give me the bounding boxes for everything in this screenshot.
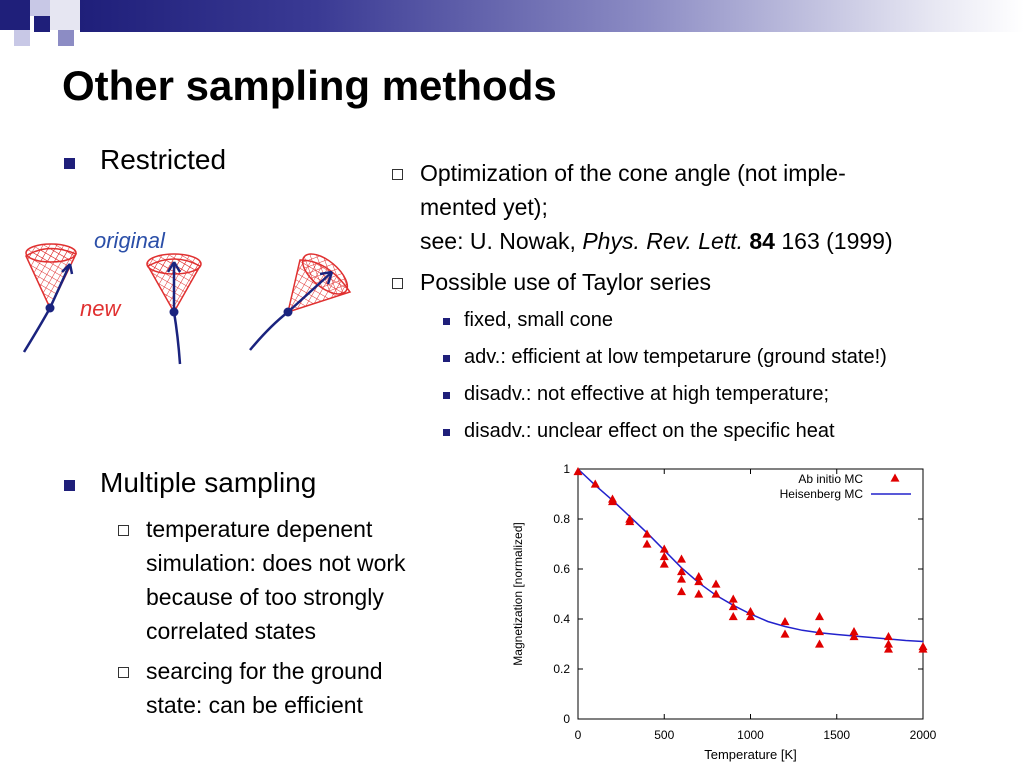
data-point-ab-initio — [573, 467, 583, 476]
decor-square — [14, 30, 30, 46]
data-point-ab-initio — [849, 627, 859, 636]
x-axis-label: Temperature [K] — [704, 747, 797, 762]
label-original: original — [94, 228, 166, 253]
decor-square — [30, 0, 50, 16]
data-point-ab-initio — [659, 559, 669, 568]
left-sub-item-1-line-1: temperature depenent — [146, 516, 373, 542]
plot-frame — [577, 468, 924, 720]
data-point-ab-initio — [642, 529, 652, 538]
reference-prefix: see: U. Nowak, — [420, 228, 583, 254]
legend-label-heisenberg: Heisenberg MC — [780, 487, 864, 501]
bullet-marker — [64, 158, 75, 169]
data-point-ab-initio — [815, 627, 824, 636]
data-point-ab-initio — [918, 644, 928, 653]
right-item-2: Possible use of Taylor series — [420, 269, 712, 295]
x-tick-label: 500 — [654, 728, 674, 742]
right-sub-item-1: fixed, small cone — [464, 309, 613, 331]
left-sub-item-2-line-2: state: can be efficient — [146, 692, 363, 718]
data-point-ab-initio — [849, 632, 859, 641]
data-point-ab-initio — [746, 607, 755, 616]
left-sub-item-1-line-2: simulation: does not work — [146, 550, 406, 576]
sub-bullet-marker — [118, 667, 129, 678]
data-point-ab-initio — [780, 617, 790, 626]
x-tick-label: 1500 — [823, 728, 850, 742]
data-point-ab-initio — [884, 644, 893, 653]
data-point-ab-initio — [815, 612, 824, 621]
y-tick-label: 0 — [563, 712, 570, 726]
data-point-ab-initio — [625, 517, 635, 526]
data-point-ab-initio — [590, 479, 600, 488]
sub-bullet-marker — [118, 525, 129, 536]
right-sub-item-3: disadv.: not effective at high temperatu… — [464, 383, 830, 405]
reference-volume: 84 — [749, 228, 775, 254]
header-decoration — [0, 0, 1024, 48]
y-axis-label: Magnetization [normalized] — [511, 522, 525, 665]
data-point-ab-initio — [780, 629, 790, 638]
right-item-1-reference: see: U. Nowak, Phys. Rev. Lett. 84 163 (… — [420, 224, 893, 258]
sub-sub-bullet-marker — [443, 429, 450, 436]
data-point-ab-initio — [694, 589, 704, 598]
cone-2 — [146, 253, 202, 365]
data-point-ab-initio — [711, 579, 721, 588]
bullet-marker — [64, 480, 75, 491]
data-point-ab-initio — [884, 639, 893, 648]
data-point-ab-initio — [608, 497, 617, 506]
decor-square — [50, 0, 80, 30]
left-sub-item-1-line-4: correlated states — [146, 618, 317, 644]
decor-square — [34, 16, 50, 32]
data-point-ab-initio — [815, 639, 824, 648]
sub-bullet-marker — [392, 278, 403, 289]
chart-legend: Ab initio MC Heisenberg MC — [780, 472, 911, 501]
decor-square — [58, 30, 74, 46]
data-point-ab-initio — [746, 612, 755, 621]
legend-marker-ab-initio — [890, 473, 900, 482]
data-point-ab-initio — [884, 632, 893, 641]
data-point-ab-initio — [711, 589, 721, 598]
y-tick-label: 0.4 — [553, 612, 570, 626]
right-sub-item-4: disadv.: unclear effect on the specific … — [464, 420, 835, 442]
y-tick-label: 0.6 — [553, 562, 570, 576]
reference-pages-year: 163 (1999) — [774, 228, 893, 254]
header-gradient-band — [80, 0, 1024, 32]
right-item-1-line-1: Optimization of the cone angle (not impl… — [420, 160, 846, 186]
label-new: new — [80, 296, 122, 321]
x-tick-label: 2000 — [910, 728, 937, 742]
data-point-ab-initio — [728, 602, 738, 611]
magnetization-chart: 0 500 1000 1500 2000 0 0.2 0.4 0.6 0.8 1 Ab initio… — [511, 462, 937, 762]
cone-sketch: original new — [22, 228, 352, 365]
legend-label-ab-initio: Ab initio MC — [798, 472, 863, 486]
data-point-ab-initio — [728, 612, 738, 621]
data-point-ab-initio — [659, 552, 669, 561]
data-point-ab-initio — [677, 567, 686, 576]
x-tick-label: 0 — [575, 728, 582, 742]
y-tick-label: 0.2 — [553, 662, 570, 676]
data-point-ab-initio — [694, 577, 704, 586]
sub-sub-bullet-marker — [443, 392, 450, 399]
sub-bullet-marker — [392, 169, 403, 180]
left-sub-item-2-line-1: searcing for the ground — [146, 658, 383, 684]
right-item-1-line-2: mented yet); — [420, 194, 548, 220]
data-point-ab-initio — [659, 544, 669, 553]
data-point-ab-initio — [677, 554, 686, 563]
data-point-ab-initio — [694, 572, 704, 581]
cone-1 — [22, 243, 78, 353]
left-sub-item-1-line-3: because of too strongly — [146, 584, 384, 610]
cone-3 — [249, 253, 352, 351]
x-tick-label: 1000 — [737, 728, 764, 742]
data-point-ab-initio — [642, 539, 652, 548]
decor-square — [0, 0, 30, 30]
page-title: Other sampling methods — [62, 62, 557, 109]
right-sub-item-2: adv.: efficient at low tempetarure (grou… — [464, 346, 887, 368]
reference-journal: Phys. Rev. Lett. — [582, 228, 743, 254]
y-tick-label: 0.8 — [553, 512, 570, 526]
data-point-ab-initio — [677, 574, 686, 583]
sub-sub-bullet-marker — [443, 355, 450, 362]
y-tick-label: 1 — [563, 462, 570, 476]
data-point-ab-initio — [728, 594, 738, 603]
bullet-multiple-sampling: Multiple sampling — [100, 467, 317, 498]
sub-sub-bullet-marker — [443, 318, 450, 325]
bullet-restricted: Restricted — [100, 144, 227, 175]
data-point-ab-initio — [677, 587, 686, 596]
